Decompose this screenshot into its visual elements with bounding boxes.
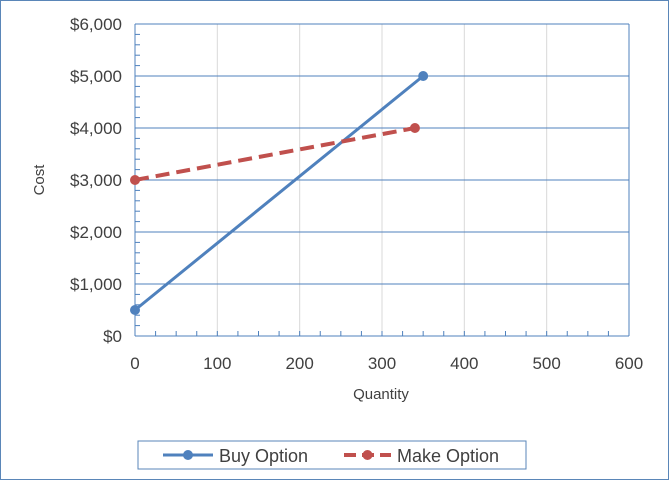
x-tick-label: 100: [203, 354, 231, 373]
x-axis-title: Quantity: [353, 386, 409, 403]
axes: $0 $1,000 $2,000 $3,000 $4,000 $5,000 $6,000 0 1…: [70, 15, 643, 373]
x-tick-label: 300: [368, 354, 396, 373]
y-tick-label: $0: [103, 327, 122, 346]
make-option-point: [130, 175, 140, 185]
legend-buy-option-label: Buy Option: [219, 446, 308, 466]
buy-option-line: [134, 74, 425, 312]
make-option-point: [409, 123, 420, 133]
y-tick-label: $2,000: [70, 223, 122, 242]
x-tick-label: 0: [130, 354, 139, 373]
legend-buy-option-marker: [183, 450, 193, 460]
y-axis-title: Cost: [31, 164, 48, 196]
y-tick-label: $3,000: [70, 171, 122, 190]
x-tick-label: 200: [285, 354, 313, 373]
legend-make-option-label: Make Option: [397, 446, 499, 466]
gridlines: [135, 23, 630, 336]
x-tick-label: 500: [532, 354, 560, 373]
series: [130, 71, 429, 315]
x-tick-label: 600: [615, 354, 643, 373]
y-tick-label: $4,000: [70, 119, 122, 138]
x-tick-label: 400: [450, 354, 478, 373]
y-tick-label: $5,000: [70, 67, 122, 86]
legend-make-option-marker: [362, 450, 373, 460]
buy-option-point: [130, 305, 140, 315]
y-tick-label: $1,000: [70, 275, 122, 294]
make-option-line: [134, 126, 416, 182]
legend: Buy Option Make Option: [137, 440, 527, 470]
buy-option-point: [418, 71, 429, 81]
y-tick-label: $6,000: [70, 15, 122, 34]
